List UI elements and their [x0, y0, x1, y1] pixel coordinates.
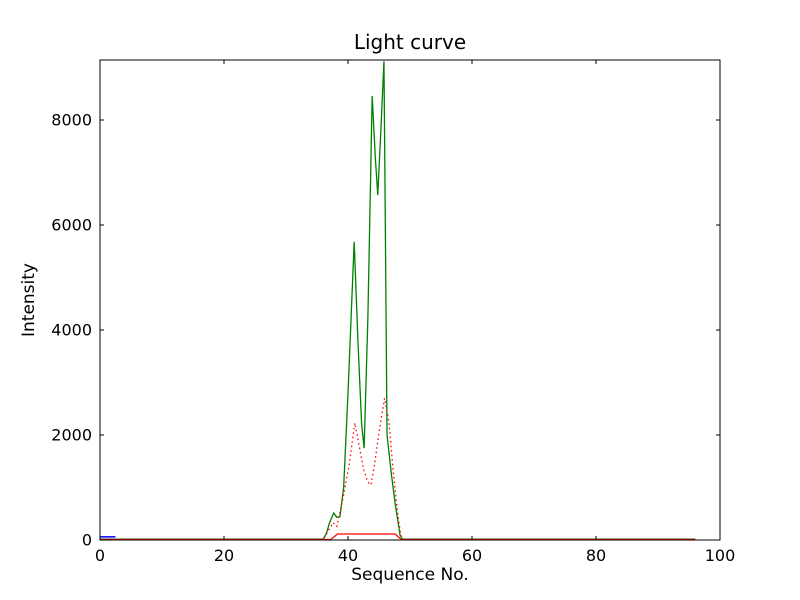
- y-tick-label: 4000: [51, 321, 92, 340]
- y-tick-label: 6000: [51, 216, 92, 235]
- chart-title: Light curve: [353, 30, 467, 54]
- x-tick-label: 0: [95, 546, 105, 565]
- series-red-dotted-line: [100, 398, 696, 540]
- x-tick-label: 20: [214, 546, 234, 565]
- series-green-solid-line: [100, 61, 696, 540]
- x-tick-label: 80: [586, 546, 606, 565]
- x-tick-label: 40: [338, 546, 358, 565]
- x-tick-label: 60: [462, 546, 482, 565]
- axes-frame: [99, 59, 721, 541]
- y-tick-label: 8000: [51, 111, 92, 130]
- y-tick-label: 2000: [51, 426, 92, 445]
- x-tick-label: 100: [705, 546, 736, 565]
- x-axis-label: Sequence No.: [351, 565, 469, 585]
- y-tick-label: 0: [82, 531, 92, 550]
